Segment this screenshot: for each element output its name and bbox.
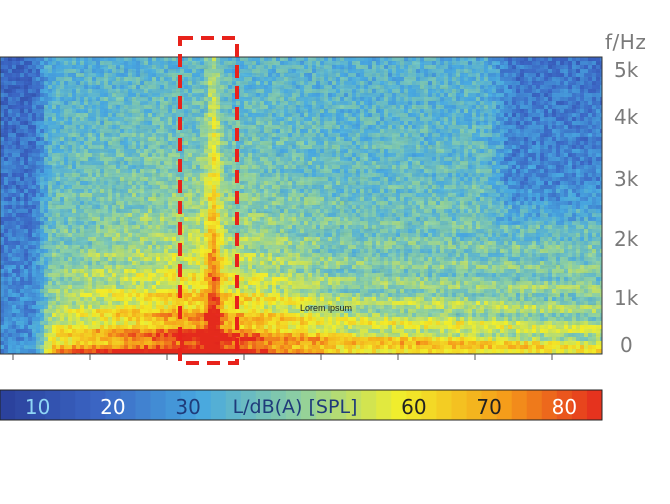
annotation-text: Lorem ipsum <box>300 303 352 313</box>
colorbar-tick-label: 20 <box>100 395 125 419</box>
y-tick-0: 0 <box>620 333 633 357</box>
colorbar-segment <box>135 390 151 420</box>
y-tick-3k: 3k <box>614 167 638 191</box>
time-axis-ticks <box>13 354 552 360</box>
colorbar-tick-label: 30 <box>175 395 200 419</box>
colorbar-segment <box>60 390 76 420</box>
colorbar-label: L/dB(A) [SPL] <box>233 396 358 418</box>
colorbar-segment <box>0 390 16 420</box>
y-tick-2k: 2k <box>614 227 638 251</box>
colorbar-segment <box>75 390 91 420</box>
colorbar-tick-label: 10 <box>25 395 50 419</box>
colorbar-segment <box>211 390 227 420</box>
colorbar-tick-label: 70 <box>476 395 501 419</box>
colorbar-segment <box>452 390 468 420</box>
y-tick-1k: 1k <box>614 286 638 310</box>
y-axis-label: f/Hz <box>605 30 646 54</box>
colorbar-tick-label: 80 <box>552 395 577 419</box>
colorbar-tick-label: 60 <box>401 395 426 419</box>
colorbar-segment <box>436 390 452 420</box>
y-tick-4k: 4k <box>614 105 638 129</box>
colorbar-segment <box>376 390 392 420</box>
y-tick-5k: 5k <box>614 58 638 82</box>
colorbar-segment <box>151 390 167 420</box>
colorbar-segment <box>512 390 528 420</box>
colorbar-segment <box>587 390 603 420</box>
colorbar-segment <box>361 390 377 420</box>
colorbar: 10 20 30 60 70 80 L/dB(A) [SPL] <box>0 390 603 420</box>
colorbar-segment <box>527 390 543 420</box>
